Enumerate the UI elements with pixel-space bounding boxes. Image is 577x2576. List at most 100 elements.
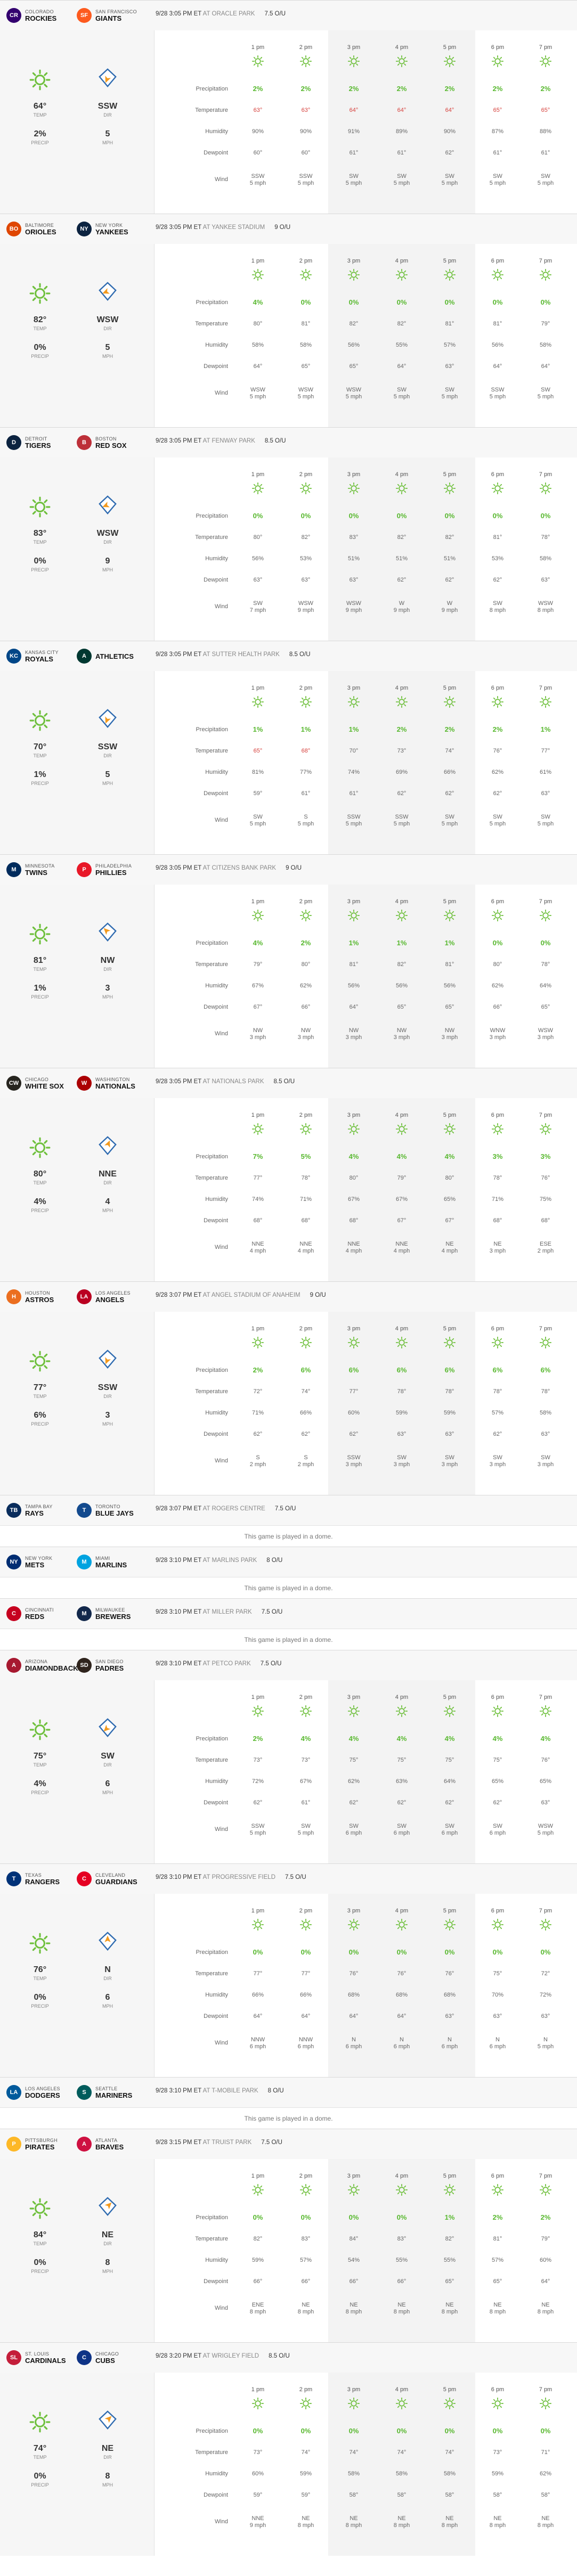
home-team[interactable]: LA LOS ANGELES ANGELS <box>77 1285 147 1309</box>
matchup[interactable]: P PITTSBURGH PIRATES A ATLANTA BRAVES <box>6 2132 150 2156</box>
ballpark-name[interactable]: CITIZENS BANK PARK <box>212 865 277 871</box>
away-team[interactable]: CR COLORADO ROCKIES <box>6 4 77 27</box>
ballpark-name[interactable]: TRUIST PARK <box>212 2139 252 2146</box>
home-team[interactable]: NY NEW YORK YANKEES <box>77 217 147 241</box>
away-team[interactable]: CW CHICAGO WHITE SOX <box>6 1072 77 1095</box>
matchup[interactable]: KC KANSAS CITY ROYALS A ATHLETICS <box>6 644 150 668</box>
wind-cell: NNE 4 mph <box>234 1241 281 1255</box>
precipitation-cell: 0% <box>444 512 455 520</box>
temperature-cell: 83° <box>397 2236 407 2242</box>
dewpoint-cell: 67° <box>253 1004 263 1010</box>
ballpark-name[interactable]: PETCO PARK <box>212 1661 251 1667</box>
temperature-cell: 76° <box>349 1970 359 1977</box>
summary-mph-value: 8 <box>105 2472 110 2481</box>
matchup[interactable]: SL ST. LOUIS CARDINALS C CHICAGO CUBS <box>6 2346 150 2369</box>
forecast-body: 77° TEMP SSW DIR 6% PRECIP 3 MPH 1 pm 2 pm 3 pm 4 p… <box>0 1312 577 1495</box>
humidity-cell: 57% <box>491 2257 504 2263</box>
game-info: 9/28 3:10 PM ET AT PETCO PARK 7.5 O/U <box>156 1661 281 1667</box>
at-label: AT <box>202 438 210 444</box>
matchup[interactable]: D DETROIT TIGERS B BOSTON RED SOX <box>6 431 150 454</box>
away-team[interactable]: H HOUSTON ASTROS <box>6 1285 77 1309</box>
matchup[interactable]: H HOUSTON ASTROS LA LOS ANGELES ANGELS <box>6 1285 150 1309</box>
wind-cell: NE 8 mph <box>522 2515 569 2529</box>
away-team-text: BALTIMORE ORIOLES <box>25 223 56 236</box>
matchup[interactable]: BO BALTIMORE ORIOLES NY NEW YORK YANKEES <box>6 217 150 241</box>
game-card: CW CHICAGO WHITE SOX W WASHINGTON NATIONALS 9/… <box>0 1068 577 1281</box>
humidity-cell: 61% <box>539 769 552 775</box>
home-team[interactable]: W WASHINGTON NATIONALS <box>77 1072 147 1095</box>
away-team[interactable]: D DETROIT TIGERS <box>6 431 77 454</box>
sun-icon <box>347 482 360 495</box>
home-team[interactable]: SD SAN DIEGO PADRES <box>77 1654 147 1677</box>
matchup[interactable]: LA LOS ANGELES DODGERS S SEATTLE MARINERS <box>6 2081 150 2104</box>
humidity-cell: 53% <box>491 555 504 562</box>
ballpark-name[interactable]: T-MOBILE PARK <box>212 2088 258 2094</box>
wind-speed: 5 mph <box>249 821 266 827</box>
temperature-cell: 76° <box>493 748 502 754</box>
away-team-city: LOS ANGELES <box>25 2086 60 2091</box>
matchup[interactable]: T TEXAS RANGERS C CLEVELAND GUARDIANS <box>6 1867 150 1891</box>
temperature-cell: 80° <box>445 1175 454 1181</box>
home-team[interactable]: S SEATTLE MARINERS <box>77 2081 147 2104</box>
home-team[interactable]: M MILWAUKEE BREWERS <box>77 1602 147 1625</box>
ballpark-name[interactable]: WRIGLEY FIELD <box>212 2353 259 2359</box>
home-team[interactable]: A ATHLETICS <box>77 644 147 668</box>
home-team[interactable]: C CLEVELAND GUARDIANS <box>77 1867 147 1891</box>
home-team[interactable]: C CHICAGO CUBS <box>77 2346 147 2369</box>
matchup[interactable]: CW CHICAGO WHITE SOX W WASHINGTON NATIONALS <box>6 1072 150 1095</box>
ballpark-name[interactable]: YANKEE STADIUM <box>212 224 265 231</box>
precipitation-cell: 4% <box>348 1152 359 1160</box>
over-under: 7.5 O/U <box>285 1874 306 1880</box>
away-team[interactable]: P PITTSBURGH PIRATES <box>6 2132 77 2156</box>
temperature-cell: 82° <box>253 2236 263 2242</box>
temperature-cell: 65° <box>493 107 502 113</box>
ballpark-name[interactable]: PROGRESSIVE FIELD <box>212 1874 276 1880</box>
temperature-cell: 81° <box>445 321 454 327</box>
matchup[interactable]: NY NEW YORK METS M MIAMI MARLINS <box>6 1550 150 1574</box>
away-team[interactable]: NY NEW YORK METS <box>6 1550 77 1574</box>
ballpark-name[interactable]: SUTTER HEALTH PARK <box>212 651 280 658</box>
home-team[interactable]: T TORONTO BLUE JAYS <box>77 1499 147 1522</box>
temperature-cell: 77° <box>541 748 550 754</box>
sun-icon <box>347 2397 360 2410</box>
humidity-cell: 56% <box>491 342 504 348</box>
matchup[interactable]: M MINNESOTA TWINS P PHILADELPHIA PHILLIES <box>6 858 150 881</box>
temperature-cell: 79° <box>253 961 263 968</box>
sun-icon <box>299 1918 312 1931</box>
ballpark-name[interactable]: NATIONALS PARK <box>212 1078 264 1085</box>
away-team[interactable]: SL ST. LOUIS CARDINALS <box>6 2346 77 2369</box>
ballpark-name[interactable]: MILLER PARK <box>212 1609 252 1615</box>
matchup[interactable]: TB TAMPA BAY RAYS T TORONTO BLUE JAYS <box>6 1499 150 1522</box>
ballpark-name[interactable]: ROGERS CENTRE <box>212 1506 265 1512</box>
away-team[interactable]: M MINNESOTA TWINS <box>6 858 77 881</box>
wind-speed: 3 mph <box>489 1248 506 1254</box>
away-team[interactable]: C CINCINNATI REDS <box>6 1602 77 1625</box>
matchup[interactable]: C CINCINNATI REDS M MILWAUKEE BREWERS <box>6 1602 150 1625</box>
away-team[interactable]: LA LOS ANGELES DODGERS <box>6 2081 77 2104</box>
hour-label: 1 pm <box>251 1112 265 1118</box>
away-team[interactable]: KC KANSAS CITY ROYALS <box>6 644 77 668</box>
dewpoint-cell: 61° <box>493 150 502 156</box>
wind-direction-badge <box>97 2410 118 2430</box>
away-team[interactable]: TB TAMPA BAY RAYS <box>6 1499 77 1522</box>
wind-direction: WSW <box>346 600 362 607</box>
away-team[interactable]: T TEXAS RANGERS <box>6 1867 77 1891</box>
away-team[interactable]: A ARIZONA DIAMONDBACKS <box>6 1654 83 1677</box>
home-team[interactable]: SF SAN FRANCISCO GIANTS <box>77 4 147 27</box>
home-team[interactable]: P PHILADELPHIA PHILLIES <box>77 858 147 881</box>
ballpark-name[interactable]: ORACLE PARK <box>212 11 255 17</box>
home-team[interactable]: B BOSTON RED SOX <box>77 431 147 454</box>
ballpark-name[interactable]: MARLINS PARK <box>212 1557 257 1564</box>
temperature-cell: 73° <box>253 1757 263 1763</box>
dewpoint-cell: 62° <box>493 1800 502 1806</box>
matchup[interactable]: A ARIZONA DIAMONDBACKS SD SAN DIEGO PADRES <box>6 1654 150 1677</box>
home-team[interactable]: A ATLANTA BRAVES <box>77 2132 147 2156</box>
home-team-city: BOSTON <box>95 436 117 441</box>
matchup[interactable]: CR COLORADO ROCKIES SF SAN FRANCISCO GIANTS <box>6 4 150 27</box>
home-team[interactable]: M MIAMI MARLINS <box>77 1550 147 1574</box>
precipitation-cell: 0% <box>540 512 551 520</box>
ballpark-name[interactable]: FENWAY PARK <box>212 438 255 444</box>
wind-speed: 8 mph <box>345 2522 362 2529</box>
ballpark-name[interactable]: ANGEL STADIUM OF ANAHEIM <box>211 1292 300 1298</box>
away-team[interactable]: BO BALTIMORE ORIOLES <box>6 217 77 241</box>
